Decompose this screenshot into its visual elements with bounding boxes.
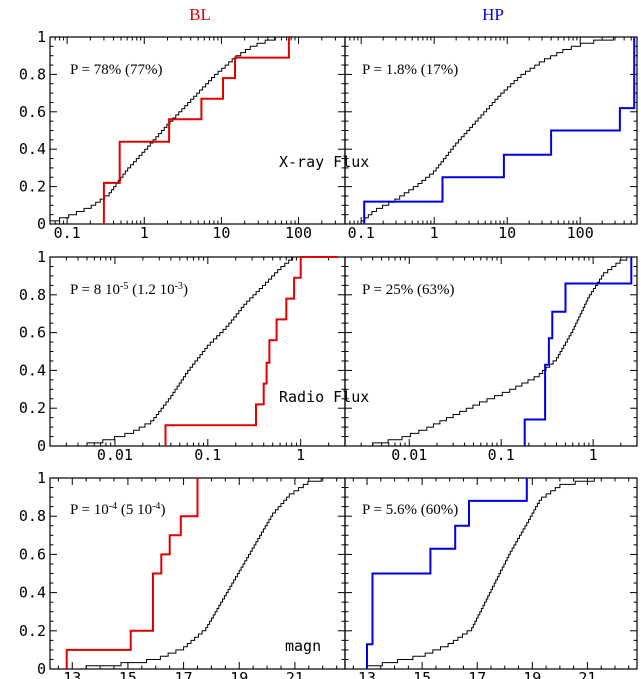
x-tick-label: 13 [358,669,376,679]
y-tick-label: 0 [37,215,46,233]
sample-cdf-line [366,477,629,669]
y-tick-label: 0.8 [19,507,46,525]
panel-5: 13 15 17 19 21 0 0.2 0.4 0.6 0.8 1 P = 10-4 (5 10-4… [19,469,346,679]
row-label-xray: X-ray Flux [279,153,369,171]
y-tick-label: 0 [37,660,46,678]
sample-cdf-line [372,256,635,446]
p-value-annotation: P = 8 10-5 (1.2 10-3) [70,281,188,299]
x-tick-label: 100 [567,224,594,242]
p-value-annotation: P = 10-4 (5 10-4) [70,501,165,519]
sample-cdf-line [86,256,305,446]
subsample-step-line [523,257,633,446]
y-tick-label: 0.8 [19,65,46,83]
y-tick-label: 1 [37,469,46,487]
column-title-bl: BL [189,5,211,24]
x-tick-label: 21 [578,669,596,679]
x-tick-label: 19 [523,669,541,679]
x-tick-label: 10 [498,224,516,242]
y-tick-label: 0.6 [19,324,46,342]
y-tick-label: 0.4 [19,140,46,158]
y-tick-label: 0.6 [19,103,46,121]
sample-cdf-line [360,36,635,224]
x-tick-label: 0.1 [194,446,221,464]
x-tick-label: 0.1 [54,224,81,242]
x-tick-label: 1 [589,446,598,464]
subsample-step-line [164,256,338,446]
panel-1: 0.1 1 10 100 0 0.2 0.4 0.6 0.8 1 P = 78% (77%) [19,28,346,242]
p-value-annotation: P = 1.8% (17%) [362,62,458,78]
p-value-annotation: P = 25% (63%) [362,282,454,298]
p-value-annotation: P = 78% (77%) [70,62,162,78]
y-tick-label: 0 [37,437,46,455]
x-tick-label: 1 [296,446,305,464]
x-tick-label: 0.1 [348,224,375,242]
x-tick-label: 19 [230,669,248,679]
x-tick-label: 21 [286,669,304,679]
x-tick-label: 15 [413,669,431,679]
x-tick-label: 13 [63,669,81,679]
p-value-annotation: P = 5.6% (60%) [362,502,458,518]
y-tick-label: 0.6 [19,545,46,563]
x-tick-label: 1 [140,224,149,242]
y-tick-label: 0.2 [19,178,46,196]
y-tick-label: 0.4 [19,361,46,379]
x-tick-label: 0.1 [488,446,515,464]
subsample-step-line [65,478,199,669]
x-tick-label: 0.01 [97,446,133,464]
y-tick-label: 0.2 [19,399,46,417]
y-tick-label: 0.4 [19,584,46,602]
subsample-step-line [366,478,528,669]
panel-2: 0.1 1 10 100 P = 1.8% (17%) [344,36,638,242]
panel-6: 13 15 17 19 21 P = 5.6% (60%) [344,477,638,679]
panel-3: 0.01 0.1 1 0 0.2 0.4 0.6 0.8 1 P = 8 10-5 (1.2 10… [19,248,346,464]
y-tick-label: 1 [37,28,46,46]
y-tick-label: 0.8 [19,286,46,304]
row-label-radio: Radio Flux [279,388,369,406]
y-tick-label: 0.2 [19,622,46,640]
sample-cdf-line [85,477,337,669]
subsample-step-line [363,37,636,224]
x-tick-label: 17 [468,669,486,679]
x-tick-label: 15 [119,669,137,679]
x-tick-label: 1 [430,224,439,242]
column-title-hp: HP [482,5,504,24]
x-tick-label: 10 [212,224,230,242]
subsample-step-line [102,37,290,224]
y-tick-label: 1 [37,248,46,266]
row-label-magn: magn [285,637,321,655]
x-tick-label: 100 [285,224,312,242]
sample-cdf-line [50,36,289,224]
x-tick-label: 0.01 [391,446,427,464]
panel-4: 0.01 0.1 1 P = 25% (63%) [344,256,638,464]
x-tick-label: 17 [175,669,193,679]
